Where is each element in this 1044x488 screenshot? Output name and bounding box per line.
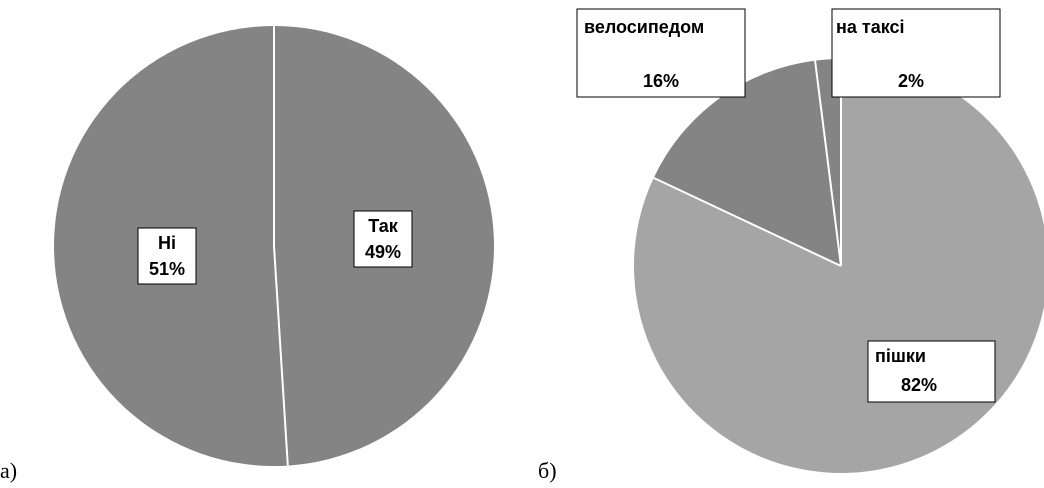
slice-label-tak-value: 49% bbox=[365, 242, 401, 262]
panel-label-a: а) bbox=[0, 458, 17, 483]
pie-chart-b: велосипедом 16% на таксі 2% пішки 82% bbox=[576, 8, 1044, 473]
slice-label-velosypedom-value: 16% bbox=[643, 71, 679, 91]
slice-label-ni-value: 51% bbox=[149, 259, 185, 279]
slice-label-na-taksi-name: на таксі bbox=[836, 17, 905, 37]
slice-label-velosypedom-box bbox=[576, 8, 746, 98]
slice-label-pishky-name: пішки bbox=[875, 346, 926, 366]
slice-label-tak-name: Так bbox=[368, 216, 399, 236]
slice-label-na-taksi-value: 2% bbox=[898, 71, 924, 91]
panel-label-b: б) bbox=[538, 458, 557, 483]
slice-label-na-taksi: на таксі 2% bbox=[831, 8, 1001, 98]
slice-label-na-taksi-box bbox=[831, 8, 1001, 98]
slice-label-pishky-box bbox=[867, 340, 996, 403]
slice-label-velosypedom: велосипедом 16% bbox=[576, 8, 746, 98]
pie-a-separator-ni bbox=[273, 245, 289, 466]
slice-label-tak-box bbox=[353, 210, 413, 268]
slice-label-ni: Ні 51% bbox=[137, 227, 197, 285]
pie-b-slice-velosypedom bbox=[653, 60, 841, 266]
slice-label-ni-box bbox=[137, 227, 197, 285]
slice-label-tak: Так 49% bbox=[353, 210, 413, 268]
slice-label-pishky: пішки 82% bbox=[867, 340, 996, 403]
pie-a-separators bbox=[273, 26, 289, 466]
slice-label-velosypedom-name: велосипедом bbox=[584, 17, 704, 37]
pie-chart-a: Так 49% Ні 51% bbox=[53, 26, 494, 466]
pie-b-separator-velosypedom bbox=[653, 176, 842, 267]
slice-label-pishky-value: 82% bbox=[901, 375, 937, 395]
pie-b-separator-na-taksi bbox=[814, 60, 842, 267]
slice-label-ni-name: Ні bbox=[158, 233, 176, 253]
